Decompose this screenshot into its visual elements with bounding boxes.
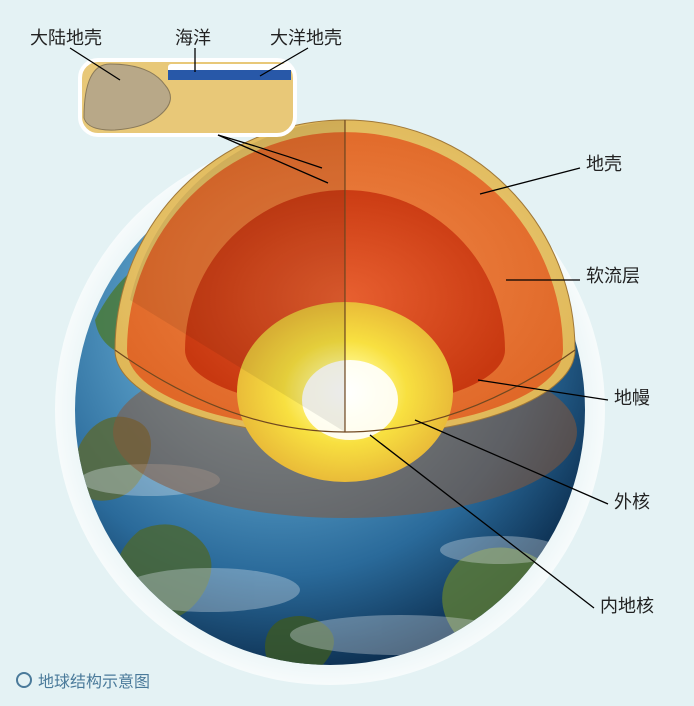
label-asthenosphere: 软流层 [586, 262, 640, 288]
label-oceanic-crust: 大洋地壳 [270, 24, 342, 50]
crust-inset [80, 60, 295, 135]
label-continental-crust: 大陆地壳 [30, 24, 102, 50]
label-inner-core: 内地核 [600, 592, 654, 618]
figure-caption: 地球结构示意图 [16, 668, 150, 692]
label-crust: 地壳 [586, 150, 622, 176]
label-ocean: 海洋 [175, 24, 211, 50]
label-mantle: 地幔 [614, 384, 650, 410]
label-outer-core: 外核 [614, 488, 650, 514]
caption-bullet-icon [16, 672, 32, 688]
